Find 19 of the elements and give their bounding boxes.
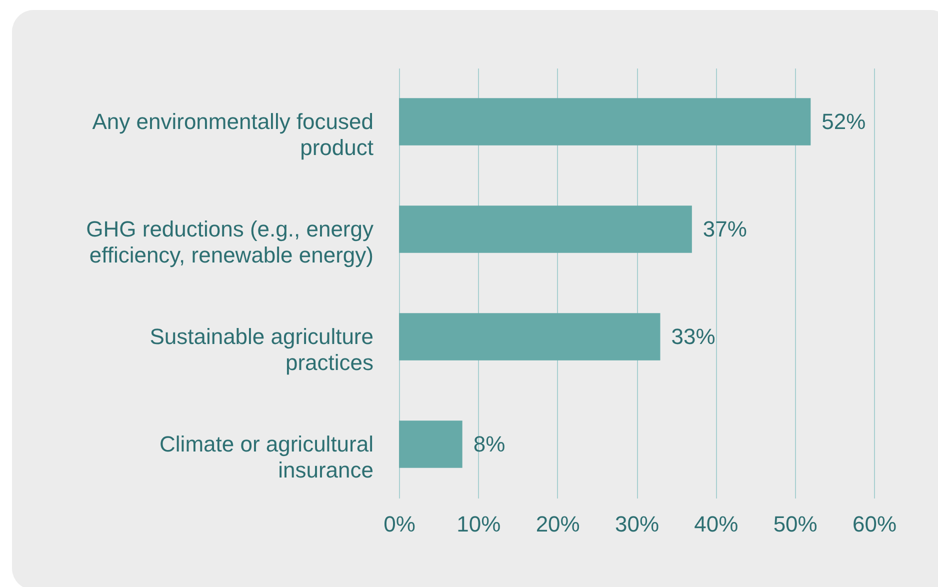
x-tick-label: 20% <box>536 512 580 536</box>
x-tick-label: 10% <box>456 512 501 536</box>
data-label: 37% <box>702 216 747 242</box>
x-tick-label: 50% <box>773 512 818 536</box>
y-tick-label: Climate or agricultural insurance <box>160 431 374 482</box>
x-tick-label: 0% <box>384 512 416 536</box>
x-tick-label: 40% <box>694 512 738 536</box>
bar <box>399 206 692 253</box>
bar <box>399 420 462 468</box>
y-tick-label: Sustainable agriculture practices <box>150 324 374 375</box>
bar <box>399 98 811 146</box>
y-tick-label: Any environmentally focused product <box>92 108 374 160</box>
data-label: 8% <box>473 431 506 456</box>
data-label: 52% <box>822 108 866 134</box>
x-tick-label: 30% <box>614 512 660 536</box>
bar <box>399 313 660 360</box>
y-tick-label: GHG reductions (e.g., energy efficiency, renewable energy) <box>86 216 374 268</box>
x-tick-label: 60% <box>852 512 897 536</box>
data-label: 33% <box>671 324 716 349</box>
